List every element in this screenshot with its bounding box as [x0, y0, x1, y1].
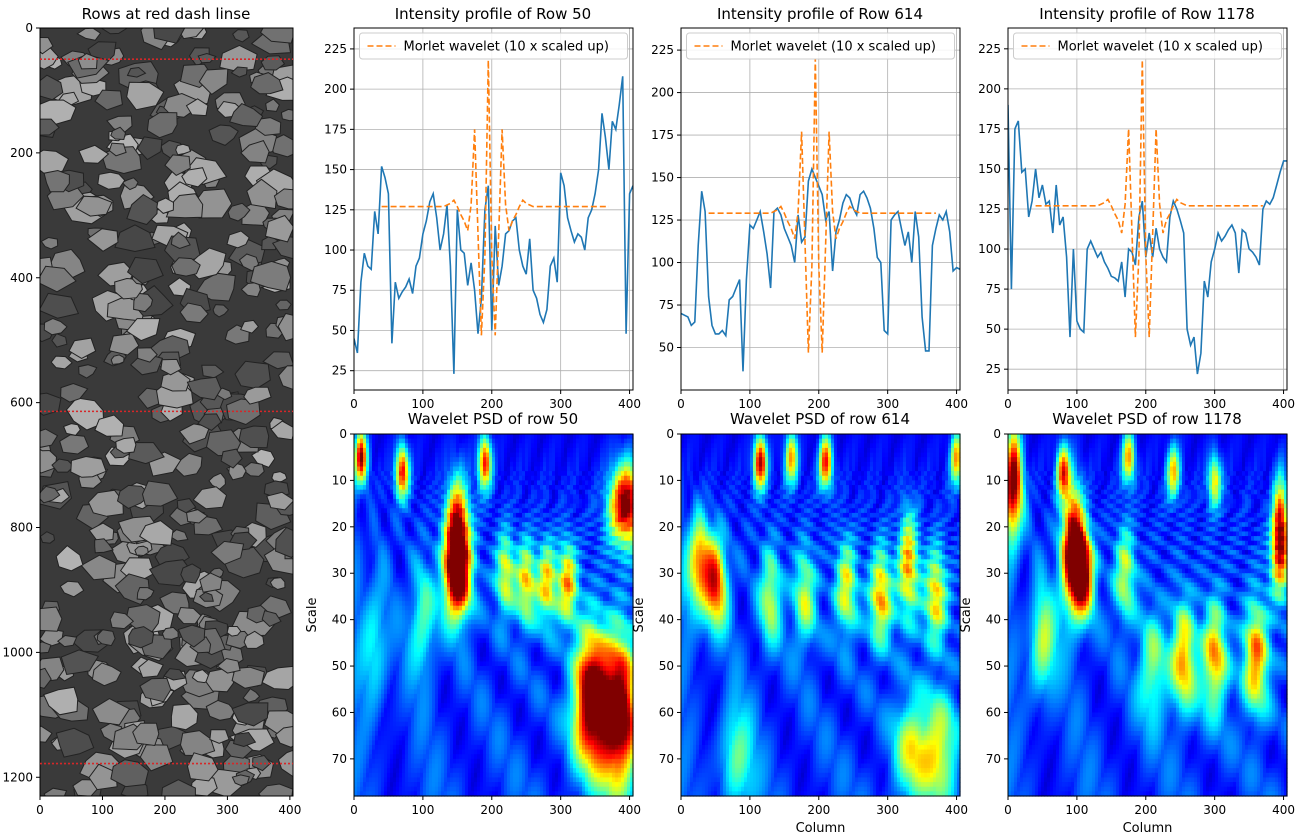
y-tick-label: 75: [659, 298, 674, 312]
y-tick-label: 50: [332, 323, 347, 337]
legend: Morlet wavelet (10 x scaled up): [1014, 33, 1282, 59]
psd-title-row-50: Wavelet PSD of row 50: [408, 410, 578, 428]
y-tick-label: 600: [10, 396, 33, 410]
y-tick-label: 800: [10, 521, 33, 535]
stone: [24, 607, 62, 631]
stone: [281, 109, 301, 120]
x-tick-label: 300: [549, 397, 572, 411]
profile-title-row-614: Intensity profile of Row 614: [717, 5, 923, 23]
legend-label: Morlet wavelet (10 x scaled up): [1058, 40, 1264, 55]
y-tick-label: 75: [986, 282, 1001, 296]
psd-panel-row-50: Wavelet PSD of row 50 0 100 200 300 40001020…: [305, 410, 641, 817]
y-tick-label: 150: [978, 162, 1001, 176]
y-tick-label: 200: [324, 82, 347, 96]
legend-label: Morlet wavelet (10 x scaled up): [731, 40, 937, 55]
x-tick-label: 200: [807, 397, 830, 411]
stone-image-panel: Rows at red dash linse 0 100 200 300 400 0 200…: [2, 5, 310, 817]
y-tick-label: 25: [332, 364, 347, 378]
image-title: Rows at red dash linse: [82, 5, 251, 23]
legend-label: Morlet wavelet (10 x scaled up): [404, 40, 610, 55]
y-tick-label: 150: [324, 163, 347, 177]
profile-title-row-50: Intensity profile of Row 50: [395, 5, 591, 23]
y-tick-label: 1000: [2, 645, 33, 659]
x-tick-label: 0: [677, 397, 685, 411]
x-tick-label: 300: [876, 397, 899, 411]
y-tick-label: 175: [978, 122, 1001, 136]
x-tick-label: 400: [945, 397, 968, 411]
y-tick-label: 125: [324, 203, 347, 217]
y-tick-label: 200: [10, 146, 33, 160]
stone: [135, 546, 148, 555]
profile-panel-row-50: Intensity profile of Row 50 0 100 200 300 40…: [324, 5, 641, 411]
x-tick-label: 300: [1203, 397, 1226, 411]
x-tick-label: 300: [216, 803, 239, 817]
x-tick-label: 100: [91, 803, 114, 817]
y-tick-label: 100: [324, 243, 347, 257]
y-tick-label: 125: [651, 213, 674, 227]
y-tick-label: 100: [978, 242, 1001, 256]
x-tick-label: 400: [1272, 397, 1295, 411]
x-tick-label: 0: [1004, 397, 1012, 411]
x-tick-label: 400: [278, 803, 301, 817]
y-tick-label: 200: [978, 82, 1001, 96]
stone: [162, 627, 178, 639]
y-tick-label: 200: [651, 86, 674, 100]
profile-panel-row-1178: Intensity profile of Row 1178 0 100 200 300…: [978, 5, 1295, 411]
y-tick-label: 225: [651, 43, 674, 57]
y-tick-label: 75: [332, 283, 347, 297]
x-tick-label: 0: [36, 803, 44, 817]
x-tick-label: 200: [153, 803, 176, 817]
x-tick-label: 400: [618, 397, 641, 411]
plot-area: [681, 28, 960, 390]
y-tick-label: 400: [10, 271, 33, 285]
y-tick-label: 1200: [2, 770, 33, 784]
y-tick-label: 175: [324, 122, 347, 136]
y-tick-label: 50: [986, 322, 1001, 336]
y-tick-label: 100: [651, 256, 674, 270]
legend: Morlet wavelet (10 x scaled up): [360, 33, 628, 59]
profile-panel-row-614: Intensity profile of Row 614 0 100 200 300 4…: [651, 5, 968, 411]
y-tick-label: 175: [651, 128, 674, 142]
x-tick-label: 100: [411, 397, 434, 411]
y-tick-label: 0: [25, 21, 33, 35]
legend: Morlet wavelet (10 x scaled up): [687, 33, 955, 59]
y-tick-label: 225: [324, 42, 347, 56]
y-tick-label: 150: [651, 171, 674, 185]
profile-title-row-1178: Intensity profile of Row 1178: [1039, 5, 1255, 23]
x-tick-label: 0: [350, 397, 358, 411]
x-tick-label: 200: [480, 397, 503, 411]
x-tick-label: 200: [1134, 397, 1157, 411]
y-tick-label: 25: [986, 362, 1001, 376]
y-tick-label: 125: [978, 202, 1001, 216]
x-tick-label: 100: [738, 397, 761, 411]
heatmap-cells: [354, 434, 634, 797]
x-tick-label: 100: [1065, 397, 1088, 411]
y-tick-label: 225: [978, 42, 1001, 56]
y-tick-label: 50: [659, 341, 674, 355]
